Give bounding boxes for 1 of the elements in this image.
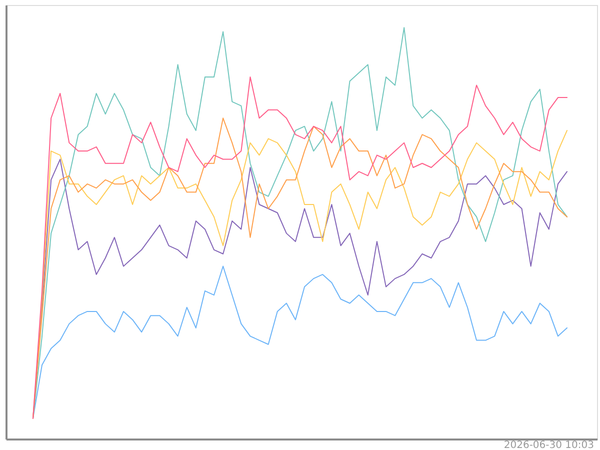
- text: 2026-06-30 10:03: [504, 440, 594, 450]
